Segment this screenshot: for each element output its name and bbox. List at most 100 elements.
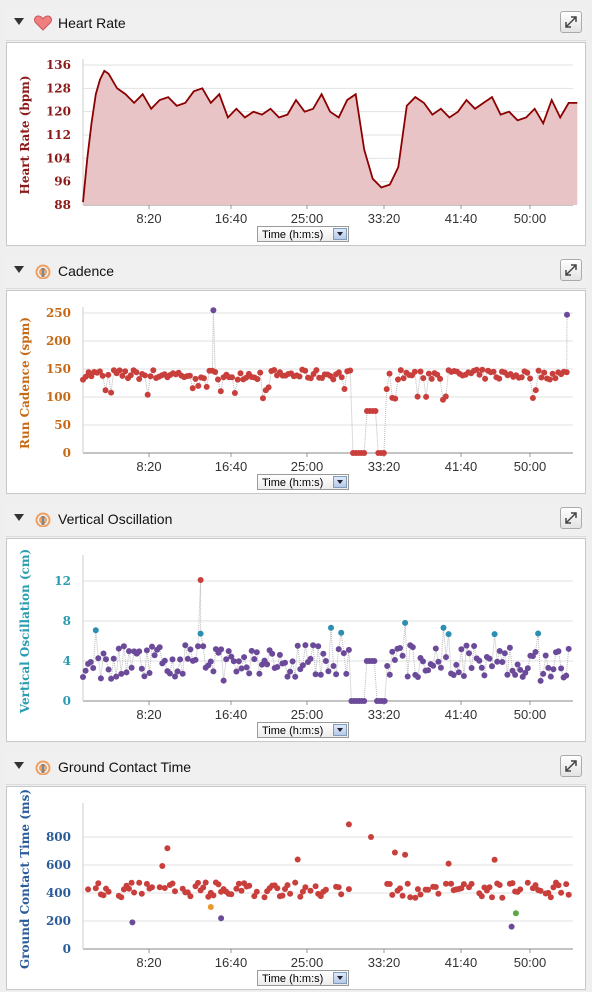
collapse-toggle-icon[interactable]	[14, 18, 24, 25]
data-point	[391, 849, 398, 856]
data-point	[192, 375, 199, 382]
panel-header[interactable]: Vertical Oscillation	[6, 502, 586, 537]
data-point	[395, 376, 401, 383]
data-point	[128, 879, 135, 886]
data-point	[563, 369, 570, 376]
collapse-toggle-icon[interactable]	[14, 266, 24, 273]
x-tick-label: 25:00	[291, 211, 324, 226]
y-axis-label: Heart Rate (bpm)	[18, 75, 32, 194]
data-point	[289, 658, 296, 665]
data-point	[172, 673, 178, 680]
y-tick-label: 100	[46, 390, 71, 404]
cadence-chart: 0 50 100 150 200 250 8:20 16:40 25:00 33:20 41:40 5…	[18, 306, 573, 474]
time-axis-select[interactable]: Time (h:m:s)	[257, 970, 349, 986]
data-point	[402, 619, 409, 626]
running-activity-icon	[35, 512, 51, 527]
y-tick-label: 200	[46, 334, 71, 348]
data-point	[518, 374, 525, 381]
data-point	[341, 386, 348, 392]
data-point	[482, 375, 489, 382]
data-point	[189, 385, 196, 392]
data-point	[563, 672, 570, 679]
data-point	[197, 577, 204, 583]
expand-icon[interactable]	[560, 755, 582, 777]
data-point	[257, 369, 264, 376]
data-point	[138, 665, 145, 672]
expand-icon[interactable]	[560, 11, 582, 33]
data-point	[460, 673, 467, 679]
data-point	[218, 915, 225, 922]
data-point	[471, 643, 478, 649]
collapse-toggle-icon[interactable]	[14, 762, 24, 769]
data-point	[435, 658, 442, 665]
data-point	[532, 649, 539, 655]
data-point	[195, 879, 201, 886]
ground-contact-time-panel: Ground Contact Time 0 200 400 600 800 8:20 16:…	[6, 750, 586, 990]
data-point	[192, 656, 199, 663]
panel-header[interactable]: Cadence	[6, 254, 586, 289]
chevron-down-icon[interactable]	[333, 476, 347, 488]
data-point	[425, 886, 432, 893]
data-point	[517, 666, 524, 673]
data-point	[99, 372, 106, 379]
data-point	[95, 655, 102, 662]
panel-header[interactable]: Heart Rate	[6, 6, 586, 41]
data-point	[159, 863, 166, 869]
data-point	[499, 659, 506, 665]
ground-contact-time-chart: 0 200 400 600 800 8:20 16:40 25:00 33:20 41:40 50:…	[18, 789, 573, 970]
x-tick-label: 50:00	[514, 211, 547, 226]
time-axis-select[interactable]: Time (h:m:s)	[257, 226, 349, 242]
data-point	[330, 663, 337, 669]
data-point	[118, 670, 125, 677]
data-point	[333, 671, 340, 678]
data-point	[428, 375, 435, 382]
data-point	[243, 664, 250, 671]
y-tick-label: 8	[63, 614, 71, 628]
vertical-oscillation-chart: 0 4 8 12 8:20 16:40 25:00 33:20 41:40 50:00 Vertic…	[18, 549, 573, 722]
data-point	[322, 886, 329, 893]
panel-body: 88 96 104 112 120 128 136 8:20 16:40 25:00 33:20 41…	[6, 42, 586, 246]
chevron-down-icon[interactable]	[333, 724, 347, 736]
x-tick-label: 50:00	[514, 707, 547, 722]
expand-icon[interactable]	[560, 259, 582, 281]
data-point	[233, 885, 240, 892]
y-tick-label: 250	[46, 306, 71, 320]
data-point	[87, 659, 94, 665]
data-point	[80, 674, 86, 680]
expand-icon[interactable]	[560, 507, 582, 529]
time-axis-select[interactable]: Time (h:m:s)	[257, 474, 349, 490]
data-point	[200, 375, 207, 382]
data-point	[151, 652, 158, 659]
data-point	[102, 387, 109, 394]
y-tick-label: 150	[46, 362, 71, 376]
heart-rate-line	[82, 69, 578, 203]
data-point	[312, 883, 319, 890]
panel-header[interactable]: Ground Contact Time	[6, 750, 586, 785]
data-point	[564, 311, 570, 318]
collapse-toggle-icon[interactable]	[14, 514, 24, 521]
data-point	[443, 880, 449, 887]
data-point	[177, 656, 184, 663]
data-point	[287, 890, 294, 897]
data-point	[210, 668, 217, 675]
y-tick-label: 96	[54, 175, 71, 189]
data-point	[310, 642, 317, 649]
data-point	[105, 371, 112, 378]
data-point	[118, 894, 125, 901]
time-axis-select-label: Time (h:m:s)	[262, 973, 324, 985]
chevron-down-icon[interactable]	[333, 228, 347, 240]
time-axis-select[interactable]: Time (h:m:s)	[257, 722, 349, 738]
data-point	[97, 675, 104, 682]
data-point	[119, 372, 126, 379]
data-point	[414, 393, 421, 400]
x-tick-label: 33:20	[368, 707, 401, 722]
y-tick-label: 50	[54, 418, 71, 432]
data-point	[491, 856, 498, 863]
data-point	[490, 368, 497, 375]
data-point	[292, 673, 299, 680]
data-point	[414, 674, 421, 680]
chevron-down-icon[interactable]	[333, 972, 347, 984]
data-point	[238, 665, 245, 672]
data-point	[481, 672, 488, 679]
data-point	[541, 369, 548, 376]
